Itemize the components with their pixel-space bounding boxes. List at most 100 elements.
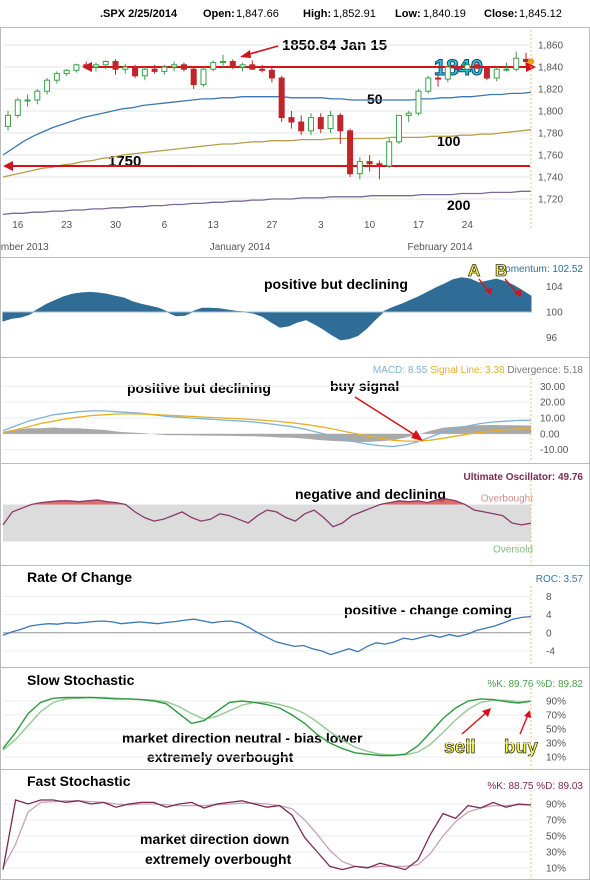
macd-ytick-label: 20.00	[540, 398, 565, 409]
candle-body	[366, 161, 373, 165]
mark-a: A	[468, 261, 480, 280]
high-value: 1,852.91	[333, 8, 376, 20]
macd-label: MACD:	[373, 365, 405, 376]
momentum-annotation: positive but declining	[264, 276, 408, 292]
candle	[366, 155, 373, 172]
candle	[347, 128, 354, 177]
high-arrowhead	[240, 50, 251, 58]
candle-body	[151, 68, 158, 72]
uo-readout: Ultimate Oscillator: 49.76	[463, 472, 583, 483]
sell-arrowhead	[482, 708, 491, 717]
fast-k-label: %K:	[487, 781, 505, 792]
candle	[14, 97, 21, 118]
candle	[288, 111, 295, 129]
signal-value: 3.38	[485, 365, 505, 376]
candle-body	[474, 64, 481, 69]
buy-arrow	[519, 714, 529, 735]
macd-panel: -10.00 0.00 10.00 20.00 30.00	[2, 374, 569, 462]
candle-body	[513, 57, 520, 70]
price-xtick-label: 13	[208, 220, 220, 231]
price-xtick-label: 16	[12, 220, 24, 231]
candle-body	[444, 66, 451, 80]
low-value: 1,840.19	[423, 8, 466, 20]
candle	[503, 62, 510, 72]
candle	[435, 73, 442, 87]
slow-stoch-ytick-label: 70%	[546, 711, 566, 722]
momentum-ytick-label: 104	[546, 282, 563, 293]
fast-stoch-series-d	[2, 800, 531, 869]
level-arrowhead-left	[3, 161, 13, 171]
price-xtick-label: 30	[110, 220, 122, 231]
annotation-1750: 1750	[108, 153, 141, 170]
close-value: 1,845.12	[519, 8, 562, 20]
quote-header: .SPX 2/25/2014 Open: 1,847.66 High: 1,85…	[100, 8, 562, 20]
candle-body	[405, 112, 412, 116]
roc-ytick-label: -4	[546, 646, 555, 657]
candle-body	[483, 67, 490, 79]
mark-b-arrowhead	[514, 289, 521, 297]
fast-stoch-ytick-label: 70%	[546, 816, 566, 827]
slow-stoch-readout: %K: 89.76 %D: 89.82	[487, 679, 583, 690]
candle	[5, 111, 11, 131]
candle-body	[83, 64, 90, 68]
mark-b-arrow	[504, 278, 519, 295]
annotations: 1850.84 Jan 15 50 100 200 1750 1840 posi…	[108, 37, 539, 867]
mark-b: B	[495, 261, 507, 280]
roc-series-roc	[2, 615, 532, 656]
candle	[464, 63, 471, 72]
uo-panel: Overbought Oversold	[2, 480, 533, 566]
divergence-value: 5.18	[564, 365, 584, 376]
candle-body	[220, 61, 227, 64]
macd-line	[2, 410, 532, 448]
candle-body	[92, 64, 99, 68]
candle	[190, 67, 197, 89]
roc-panel: -4 0 4 8	[2, 586, 555, 666]
candle	[395, 114, 402, 144]
candle-body	[5, 114, 11, 127]
candle-body	[298, 121, 305, 132]
slow-stoch-panel: 10% 30% 50% 70% 90%	[2, 688, 566, 770]
fast-k-value: 88.75	[508, 781, 533, 792]
candle-body	[14, 99, 21, 116]
overbought-label: Overbought	[481, 494, 533, 505]
slow-k-label: %K:	[487, 679, 505, 690]
candle-body	[435, 77, 442, 80]
fast-stoch-ytick-label: 90%	[546, 800, 566, 811]
candle-body	[53, 73, 60, 81]
candle	[83, 61, 90, 70]
macd-ytick-label: 0.00	[540, 429, 560, 440]
slow-stoch-title: Slow Stochastic	[27, 672, 135, 688]
buy-arrowhead	[524, 710, 531, 718]
candle	[141, 67, 148, 81]
fast-stoch-annotation-1: market direction down	[140, 831, 289, 847]
candle	[327, 111, 334, 133]
price-ytick-label: 1,720	[538, 195, 563, 206]
signal-label: Signal Line:	[430, 365, 482, 376]
price-xtick-label: 3	[318, 220, 324, 231]
panel-labels: Momentum: 102.52 MACD: 8.55 Signal Line:…	[27, 264, 583, 792]
price-ytick-label: 1,840	[538, 63, 563, 74]
candle	[122, 63, 129, 74]
candle	[132, 64, 139, 78]
last-close-marker	[527, 58, 535, 65]
candle	[415, 89, 422, 116]
candle-body	[425, 77, 432, 92]
slow-k-value: 89.76	[508, 679, 533, 690]
candle-body	[190, 68, 197, 86]
candle	[278, 75, 285, 122]
uo-annotation: negative and declining	[295, 486, 446, 502]
candle	[73, 63, 80, 73]
price-ytick-label: 1,800	[538, 107, 563, 118]
momentum-label: Momentum:	[497, 264, 550, 275]
candle-body	[34, 90, 41, 101]
candle	[34, 89, 41, 105]
candle	[356, 157, 363, 180]
moving-average-ma100	[2, 129, 532, 178]
macd-signal-line	[2, 413, 532, 442]
candle-body	[161, 66, 168, 72]
uo-value: 49.76	[558, 472, 583, 483]
price-xtick-label: 6	[162, 220, 168, 231]
candle	[249, 60, 256, 70]
fast-stoch-ytick-label: 10%	[546, 864, 566, 875]
candle-body	[464, 64, 471, 70]
